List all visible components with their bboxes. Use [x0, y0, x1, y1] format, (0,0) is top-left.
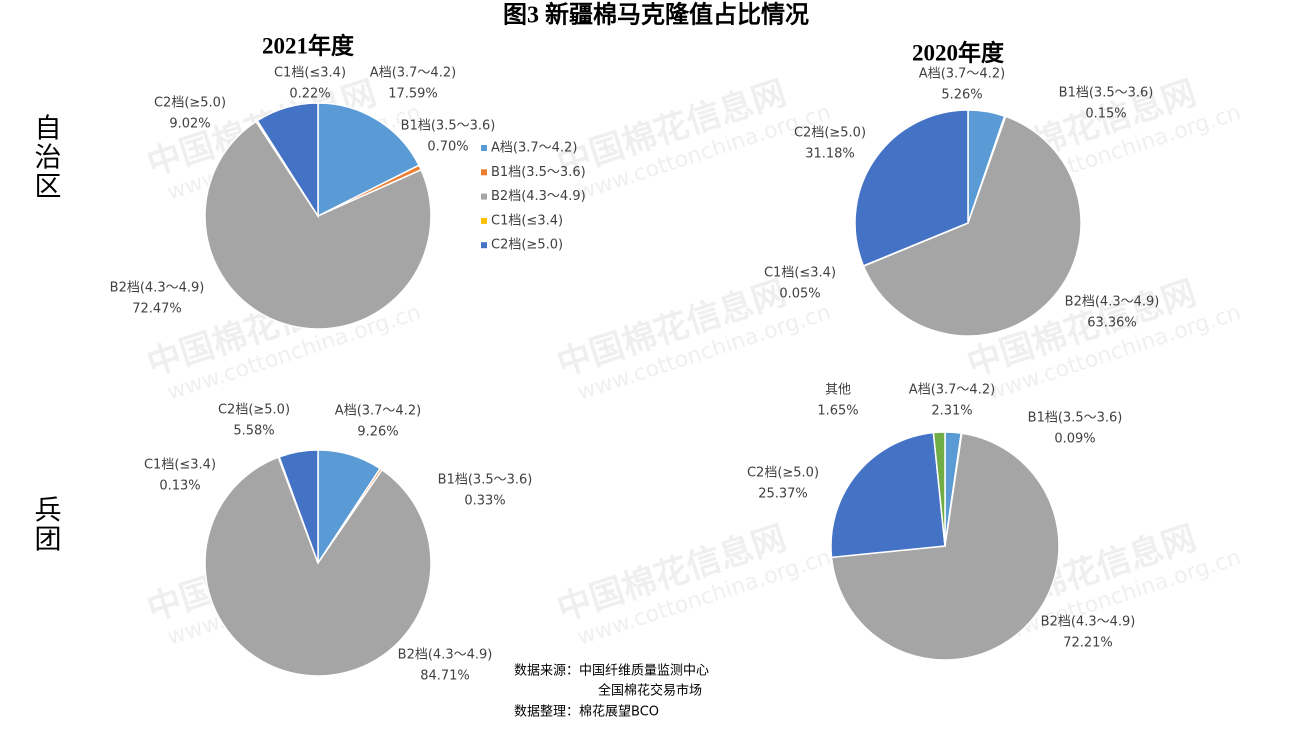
- data-label-category: C1档(≤3.4): [764, 266, 836, 281]
- chart-title: 2021年度: [262, 32, 355, 58]
- legend-label: C1档(≤3.4): [491, 213, 563, 228]
- data-label-category: B2档(4.3～4.9): [110, 281, 205, 296]
- data-label-value: 25.37%: [758, 487, 808, 502]
- legend-label: B1档(3.5～3.6): [491, 165, 586, 180]
- row-label: 治: [35, 143, 62, 174]
- pie-slice: [256, 102, 319, 219]
- data-label-value: 0.70%: [427, 140, 468, 155]
- data-label-category: B1档(3.5～3.6): [1028, 411, 1123, 426]
- legend-label: A档(3.7～4.2): [491, 141, 577, 156]
- legend-label: B2档(4.3～4.9): [491, 189, 586, 204]
- legend-label: C2档(≥5.0): [491, 238, 563, 253]
- page-title: 图3 新疆棉马克隆值占比情况: [503, 1, 809, 29]
- data-label-value: 1.65%: [817, 404, 858, 419]
- pie-slice: [204, 120, 432, 330]
- data-label-value: 2.31%: [931, 404, 972, 419]
- chart-title: 2020年度: [912, 39, 1005, 65]
- legend-swatch: [481, 242, 487, 249]
- data-label-category: 其他: [825, 383, 851, 398]
- data-label-value: 31.18%: [805, 147, 855, 162]
- row-label: 兵: [35, 496, 62, 527]
- data-label-value: 0.05%: [779, 287, 820, 302]
- data-label-value: 9.26%: [357, 425, 398, 440]
- data-label-category: A档(3.7～4.2): [909, 383, 995, 398]
- row-label: 自: [35, 114, 62, 145]
- data-label-category: B2档(4.3～4.9): [1041, 615, 1136, 630]
- data-label-category: C1档(≤3.4): [274, 66, 346, 81]
- data-label-category: B2档(4.3～4.9): [1065, 295, 1160, 310]
- data-label-value: 63.36%: [1087, 316, 1137, 331]
- data-label-category: C2档(≥5.0): [794, 126, 866, 141]
- data-label-category: B1档(3.5～3.6): [438, 473, 533, 488]
- legend-swatch: [481, 145, 487, 151]
- pie-slice: [854, 109, 969, 267]
- legend-swatch: [481, 217, 487, 224]
- data-label-value: 0.22%: [289, 87, 330, 102]
- data-label-value: 5.58%: [233, 424, 274, 439]
- data-label-category: C2档(≥5.0): [154, 96, 226, 111]
- pie-slice: [830, 431, 946, 559]
- data-label-category: C2档(≥5.0): [218, 403, 290, 418]
- data-label-value: 0.09%: [1054, 432, 1095, 447]
- row-label: 区: [35, 172, 62, 203]
- data-label-value: 72.21%: [1063, 636, 1113, 651]
- data-label-value: 0.33%: [464, 494, 505, 509]
- source-note: 数据整理：棉花展望BCO: [514, 704, 659, 720]
- data-label-value: 72.47%: [132, 302, 182, 317]
- data-label-category: B1档(3.5～3.6): [1059, 86, 1154, 101]
- data-label-category: B2档(4.3～4.9): [398, 648, 493, 663]
- data-label-value: 84.71%: [420, 669, 470, 684]
- pie-slice: [862, 115, 1082, 337]
- data-label-value: 17.59%: [388, 87, 438, 102]
- pie-slice: [932, 431, 946, 547]
- legend-swatch: [481, 169, 487, 176]
- data-label-category: C2档(≥5.0): [747, 466, 819, 481]
- data-label-category: A档(3.7～4.2): [919, 67, 1005, 82]
- data-label-category: B1档(3.5～3.6): [401, 119, 496, 134]
- data-label-value: 9.02%: [169, 117, 210, 132]
- data-label-category: C1档(≤3.4): [144, 458, 216, 473]
- source-note: 全国棉花交易市场: [598, 683, 702, 699]
- data-label-value: 0.15%: [1085, 107, 1126, 122]
- data-label-value: 5.26%: [941, 88, 982, 103]
- pie-slice: [204, 456, 432, 677]
- data-label-category: A档(3.7～4.2): [370, 66, 456, 81]
- source-note: 数据来源：中国纤维质量监测中心: [514, 664, 709, 679]
- row-label: 团: [35, 525, 62, 556]
- data-label-category: A档(3.7～4.2): [335, 404, 421, 419]
- data-label-value: 0.13%: [159, 479, 200, 494]
- pie-slice: [317, 102, 420, 218]
- pie-slice: [278, 449, 319, 564]
- legend-swatch: [481, 193, 487, 200]
